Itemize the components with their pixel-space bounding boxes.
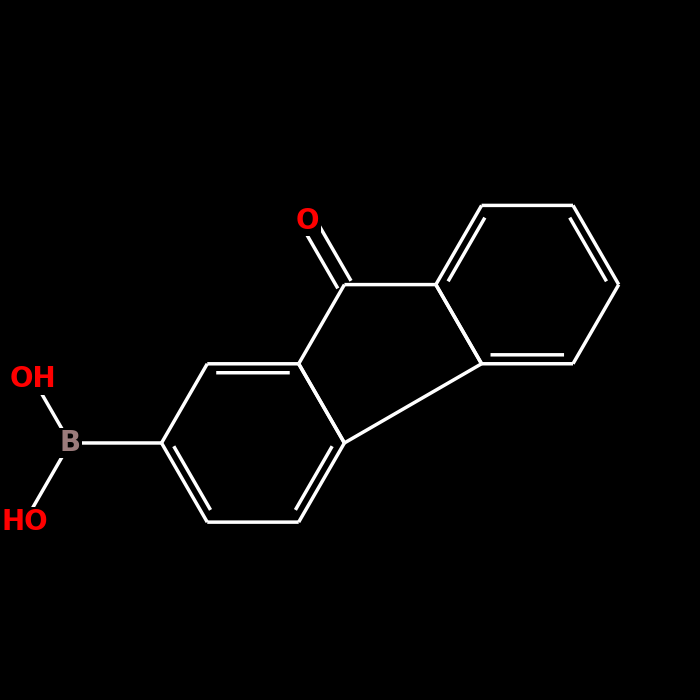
Text: O: O bbox=[296, 206, 319, 235]
Text: B: B bbox=[60, 429, 80, 457]
Text: OH: OH bbox=[10, 365, 57, 393]
Text: HO: HO bbox=[1, 508, 48, 536]
